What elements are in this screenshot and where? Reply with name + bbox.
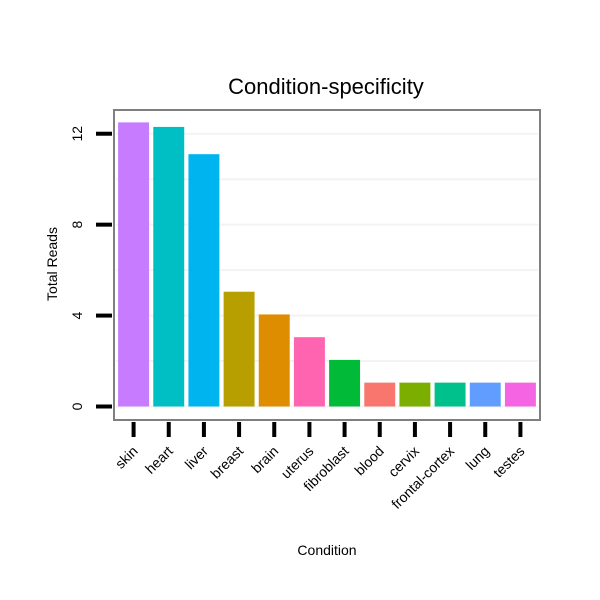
x-tick-label: testes	[490, 443, 528, 481]
x-tick-label: blood	[351, 443, 387, 479]
y-axis-label: Total Reads	[44, 227, 60, 301]
bar-testes	[504, 382, 536, 407]
plot-border	[113, 109, 541, 421]
bar-liver	[188, 154, 220, 407]
gridlines	[116, 132, 538, 408]
y-tick-label: 0	[69, 402, 85, 410]
bars	[118, 122, 536, 407]
x-tick-label: lung	[462, 443, 492, 473]
y-tick-label: 12	[69, 126, 85, 142]
y-tick-label: 8	[69, 221, 85, 229]
bar-cervix	[399, 382, 431, 407]
y-tick-label: 4	[69, 311, 85, 319]
bar-blood	[364, 382, 396, 407]
bar-breast	[223, 291, 255, 407]
bar-frontal-cortex	[434, 382, 466, 407]
x-tick-label: liver	[182, 443, 212, 473]
x-tick-label: breast	[207, 443, 246, 482]
bar-brain	[258, 314, 290, 407]
x-tick-label: heart	[142, 443, 176, 477]
bar-skin	[118, 122, 150, 407]
x-axis-label: Condition	[297, 542, 356, 558]
y-axis: 0 4 8 12	[69, 126, 112, 410]
bar-lung	[469, 382, 501, 407]
bar-heart	[153, 126, 185, 407]
bar-uterus	[293, 337, 325, 407]
x-tick-label: skin	[112, 443, 141, 472]
chart-title: Condition-specificity	[228, 74, 424, 99]
x-tick-label: brain	[248, 443, 281, 476]
bar-fibroblast	[329, 359, 361, 407]
